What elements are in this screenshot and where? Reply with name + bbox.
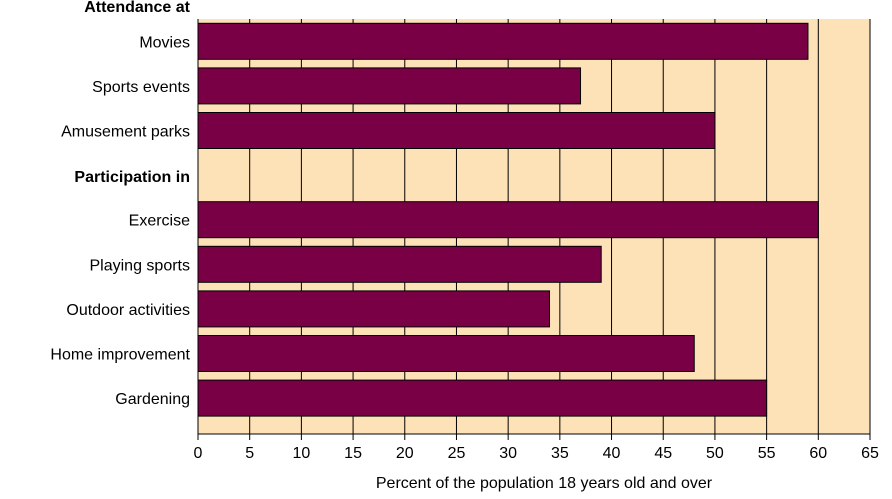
bar: [197, 201, 819, 239]
group-label: Attendance at: [84, 0, 190, 16]
category-label: Movies: [139, 34, 190, 51]
x-tick-label: 0: [194, 445, 203, 462]
x-tick-label: 40: [603, 445, 621, 462]
category-label: Sports events: [92, 79, 190, 96]
bar: [197, 67, 582, 105]
category-label: Amusement parks: [61, 124, 190, 141]
x-tick-label: 20: [396, 445, 414, 462]
category-label: Exercise: [129, 213, 190, 230]
x-tick-label: 10: [292, 445, 310, 462]
category-label: Home improvement: [50, 347, 190, 364]
category-labels: Attendance at Movies Sports events Amusemen…: [50, 0, 190, 408]
x-tick-label: 35: [551, 445, 569, 462]
category-label: Gardening: [115, 391, 190, 408]
group-label: Participation in: [74, 169, 190, 186]
x-tick-label: 55: [758, 445, 776, 462]
x-tick-label: 60: [809, 445, 827, 462]
bars: [197, 22, 819, 417]
bar: [197, 379, 768, 417]
x-tick-label: 65: [861, 445, 879, 462]
x-tick-label: 50: [706, 445, 724, 462]
bar: [197, 245, 602, 283]
bar: [197, 22, 809, 60]
x-axis-title: Percent of the population 18 years old a…: [376, 475, 713, 492]
bar: [197, 290, 551, 328]
x-tick-label: 45: [654, 445, 672, 462]
x-tick-label: 5: [245, 445, 254, 462]
x-tick-label: 15: [344, 445, 362, 462]
x-tick-label: 25: [448, 445, 466, 462]
category-label: Playing sports: [90, 257, 191, 274]
bar: [197, 112, 716, 149]
x-tick-labels: 0 5 10 15 20 25 30 35 40 45 50 55 60 65: [194, 445, 879, 462]
bar: [197, 335, 695, 372]
x-tick-label: 30: [499, 445, 517, 462]
category-label: Outdoor activities: [66, 302, 190, 319]
